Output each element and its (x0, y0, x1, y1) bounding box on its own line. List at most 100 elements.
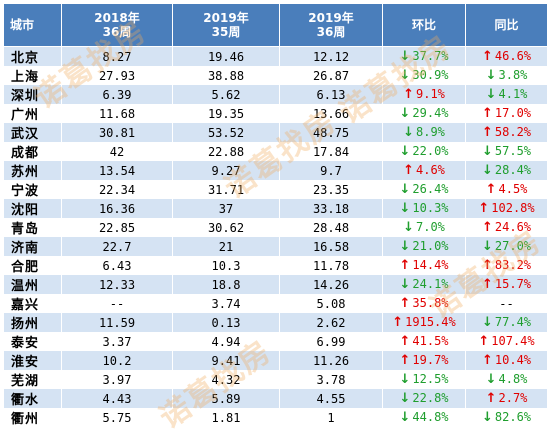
value-2018-w36-cell: 13.54 (61, 161, 173, 180)
hb-change-cell: ↓ 21.0% (382, 237, 466, 256)
value-2019-w36-cell: 14.26 (279, 275, 383, 294)
tb-change-value: 102.8% (491, 201, 535, 215)
tb-change-cell: ↑ 4.5% (465, 180, 548, 199)
arrow-down-icon: ↓ (399, 239, 411, 254)
tb-change-cell: ↓ 27.0% (465, 237, 548, 256)
tb-change-value: 46.6% (494, 49, 532, 63)
city-cell: 宁波 (3, 180, 62, 199)
arrow-down-icon: ↓ (403, 220, 414, 235)
value-2019-w36-cell: 16.58 (279, 237, 383, 256)
hb-change-value: 10.3% (412, 201, 449, 215)
table-row: 苏州 13.54 9.27 9.7 ↑ 4.6% ↓ 28.4% (3, 161, 548, 180)
value-2018-w36-cell: 27.93 (61, 66, 173, 85)
tb-change-cell: ↓ 82.6% (465, 408, 548, 427)
hb-change-cell: ↓ 44.8% (382, 408, 466, 427)
value-2018-w36-cell: 22.7 (61, 237, 173, 256)
hb-change-cell: ↑ 9.1% (382, 85, 466, 104)
city-cell: 衢州 (3, 408, 62, 427)
tb-change-cell: ↓ 77.4% (465, 313, 548, 332)
arrow-down-icon: ↓ (399, 106, 411, 121)
tb-change-cell: ↓ 57.5% (465, 142, 548, 161)
header-city: 城市 (3, 3, 62, 47)
header-2018-w36-week: 36周 (102, 25, 132, 39)
hb-change-value: 22.8% (412, 391, 449, 405)
hb-change-cell: ↓ 29.4% (382, 104, 466, 123)
value-2018-w36-cell: 22.34 (61, 180, 173, 199)
table-body: 北京 8.27 19.46 12.12 ↓ 37.7% ↑ 46.6% 上海 27.93 38.88… (3, 46, 548, 427)
value-2018-w36-cell: 8.27 (61, 46, 173, 66)
arrow-up-icon: ↑ (481, 220, 493, 235)
tb-change-value: 83.2% (494, 258, 532, 272)
value-2019-w36-cell: 6.13 (279, 85, 383, 104)
value-2018-w36-cell: 3.37 (61, 332, 173, 351)
hb-change-cell: ↑ 1915.4% (382, 313, 466, 332)
tb-change-cell: ↑ 15.7% (465, 275, 548, 294)
value-2019-w36-cell: 12.12 (279, 46, 383, 66)
value-2018-w36-cell: 16.36 (61, 199, 173, 218)
hb-change-cell: ↓ 24.1% (382, 275, 466, 294)
city-cell: 武汉 (3, 123, 62, 142)
tb-change-cell: ↑ 58.2% (465, 123, 548, 142)
table-row: 扬州 11.59 0.13 2.62 ↑ 1915.4% ↓ 77.4% (3, 313, 548, 332)
tb-change-value: 3.8% (498, 68, 528, 82)
table-row: 芜湖 3.97 4.32 3.78 ↓ 12.5% ↓ 4.8% (3, 370, 548, 389)
housing-data-table: 城市 2018年 36周 2019年 35周 2019年 36周 环比 同比 北… (3, 3, 548, 427)
value-2019-w35-cell: 30.62 (172, 218, 280, 237)
tb-change-value: 107.4% (491, 334, 535, 348)
city-cell: 济南 (3, 237, 62, 256)
arrow-down-icon: ↓ (485, 68, 497, 83)
value-2019-w35-cell: 22.88 (172, 142, 280, 161)
tb-change-cell: ↑ 17.0% (465, 104, 548, 123)
value-2019-w35-cell: 37 (172, 199, 280, 218)
tb-change-value: 2.7% (498, 391, 528, 405)
table-header-row: 城市 2018年 36周 2019年 35周 2019年 36周 环比 同比 (3, 3, 548, 47)
value-2018-w36-cell: 10.2 (61, 351, 173, 370)
hb-change-value: 26.4% (412, 182, 449, 196)
city-cell: 北京 (3, 46, 62, 66)
table-row: 泰安 3.37 4.94 6.99 ↑ 41.5% ↑ 107.4% (3, 332, 548, 351)
value-2019-w36-cell: 11.78 (279, 256, 383, 275)
value-2019-w35-cell: 18.8 (172, 275, 280, 294)
value-2019-w36-cell: 17.84 (279, 142, 383, 161)
tb-change-cell: ↑ 10.4% (465, 351, 548, 370)
tb-change-value: 24.6% (494, 220, 532, 234)
arrow-down-icon: ↓ (481, 239, 493, 254)
value-2018-w36-cell: 42 (61, 142, 173, 161)
arrow-up-icon: ↑ (481, 106, 493, 121)
value-2019-w35-cell: 10.3 (172, 256, 280, 275)
header-hb: 环比 (382, 3, 466, 47)
city-cell: 苏州 (3, 161, 62, 180)
table-row: 宁波 22.34 31.71 23.35 ↓ 26.4% ↑ 4.5% (3, 180, 548, 199)
hb-change-value: 8.9% (416, 125, 445, 139)
arrow-up-icon: ↑ (403, 87, 414, 102)
arrow-down-icon: ↓ (399, 49, 411, 64)
table-row: 合肥 6.43 10.3 11.78 ↑ 14.4% ↑ 83.2% (3, 256, 548, 275)
header-tb: 同比 (465, 3, 548, 47)
value-2019-w35-cell: 3.74 (172, 294, 280, 313)
value-2019-w35-cell: 9.41 (172, 351, 280, 370)
arrow-up-icon: ↑ (399, 334, 411, 349)
value-2018-w36-cell: 11.68 (61, 104, 173, 123)
tb-change-cell: ↓ 4.1% (465, 85, 548, 104)
header-2019-w36-year: 2019年 (308, 11, 354, 25)
value-2019-w36-cell: 23.35 (279, 180, 383, 199)
hb-change-cell: ↓ 26.4% (382, 180, 466, 199)
value-2018-w36-cell: -- (61, 294, 173, 313)
arrow-up-icon: ↑ (399, 353, 411, 368)
value-2019-w35-cell: 1.81 (172, 408, 280, 427)
arrow-down-icon: ↓ (481, 144, 493, 159)
value-2019-w36-cell: 3.78 (279, 370, 383, 389)
hb-change-cell: ↑ 14.4% (382, 256, 466, 275)
tb-change-cell: ↑ 24.6% (465, 218, 548, 237)
hb-change-cell: ↓ 30.9% (382, 66, 466, 85)
tb-change-value: 17.0% (494, 106, 532, 120)
arrow-up-icon: ↑ (399, 296, 411, 311)
value-2018-w36-cell: 11.59 (61, 313, 173, 332)
city-cell: 扬州 (3, 313, 62, 332)
city-cell: 成都 (3, 142, 62, 161)
arrow-down-icon: ↓ (399, 201, 411, 216)
arrow-up-icon: ↑ (485, 391, 497, 406)
value-2019-w35-cell: 9.27 (172, 161, 280, 180)
arrow-down-icon: ↓ (485, 372, 497, 387)
arrow-up-icon: ↑ (478, 334, 490, 349)
